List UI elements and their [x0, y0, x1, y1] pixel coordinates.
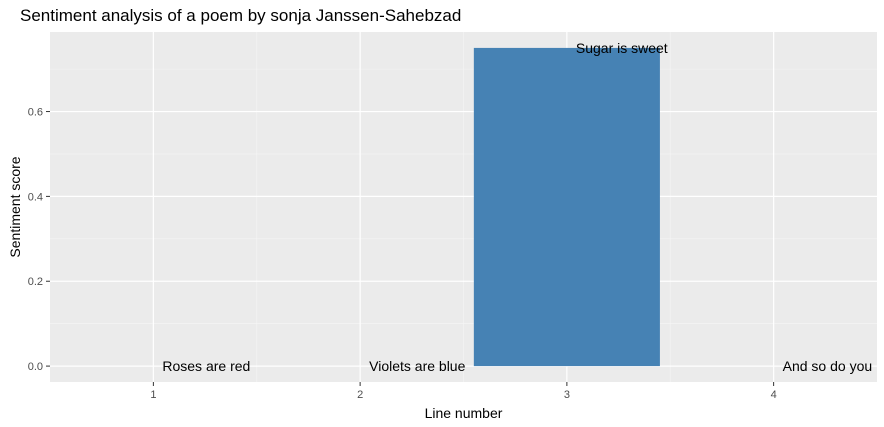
bar-labels: Roses are red Violets are blue Sugar is sw…	[162, 40, 872, 374]
x-tick-label: 2	[357, 389, 363, 401]
bars	[473, 47, 660, 367]
x-axis: 1 2 3 4	[150, 382, 777, 401]
x-axis-title: Line number	[425, 405, 503, 421]
bar-label: Violets are blue	[369, 358, 465, 374]
x-tick-label: 3	[564, 389, 570, 401]
bar-label: Sugar is sweet	[576, 40, 668, 56]
y-tick-label: 0.4	[28, 191, 43, 203]
y-tick-label: 0.6	[28, 107, 43, 119]
x-tick-label: 4	[771, 389, 777, 401]
y-axis-title: Sentiment score	[7, 156, 23, 257]
bar-label: Roses are red	[162, 358, 250, 374]
y-tick-label: 0.0	[28, 361, 43, 373]
chart-title: Sentiment analysis of a poem by sonja Ja…	[20, 6, 462, 25]
bar	[473, 47, 660, 367]
bar-label: And so do you	[783, 358, 873, 374]
y-tick-label: 0.2	[28, 276, 43, 288]
x-tick-label: 1	[150, 389, 156, 401]
y-axis: 0.0 0.2 0.4 0.6	[28, 107, 50, 373]
